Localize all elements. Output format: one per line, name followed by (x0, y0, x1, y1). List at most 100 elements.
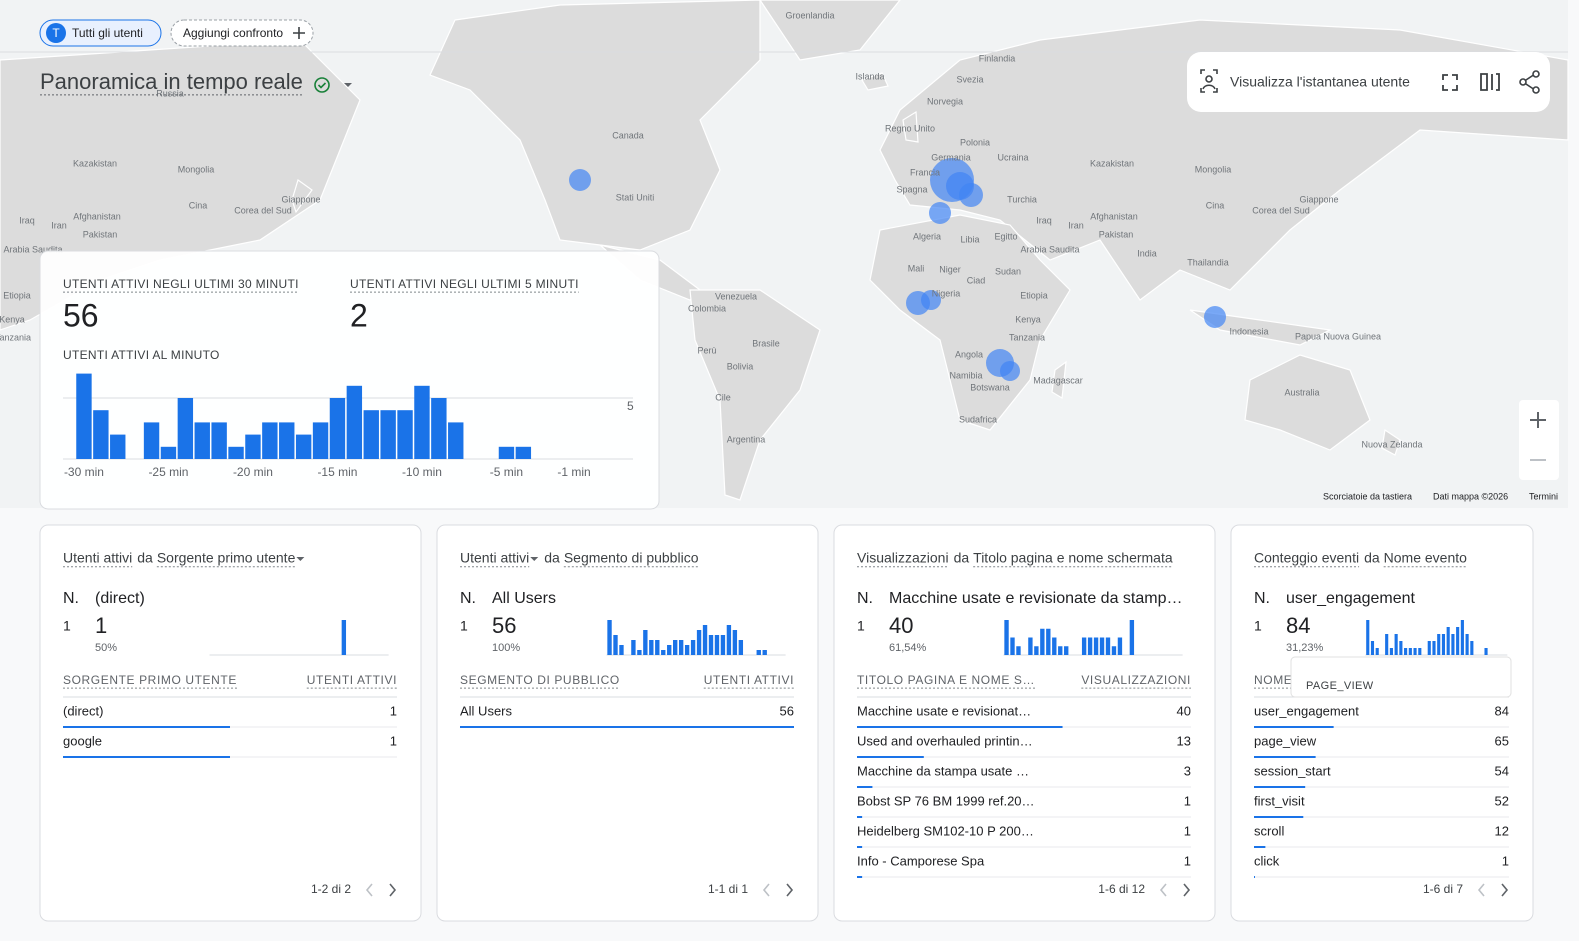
fullscreen-button[interactable] (1442, 74, 1458, 91)
row-value: 65 (1495, 733, 1509, 748)
snapshot-button[interactable]: Visualizza l'istantanea utente (1230, 74, 1410, 90)
title-dropdown[interactable] (344, 83, 352, 87)
map-label: Stati Uniti (616, 192, 655, 202)
column-header: VISUALIZZAZIONI (1081, 673, 1191, 687)
x-tick-label: -25 min (148, 465, 188, 479)
row-value: 40 (1177, 703, 1191, 718)
row-bar (63, 756, 230, 758)
card-title-connector: da (1364, 550, 1380, 566)
status-check (317, 82, 327, 89)
map-label: Sudafrica (959, 414, 997, 424)
zoom-in[interactable] (1530, 412, 1546, 428)
bar (714, 635, 720, 655)
bar (1058, 646, 1063, 655)
next-page[interactable] (786, 883, 794, 897)
top-rank: 1 (460, 618, 468, 634)
card-title-metric[interactable]: Conteggio eventi (1254, 550, 1359, 566)
next-page[interactable] (1501, 883, 1509, 897)
map-label: Polonia (960, 137, 990, 147)
dropdown-caret[interactable] (296, 557, 305, 561)
map-label: Mali (908, 263, 925, 273)
metric-label: UTENTI ATTIVI NEGLI ULTIMI 30 MINUTI (63, 277, 299, 291)
card-title-dimension[interactable]: Nome evento (1384, 550, 1467, 566)
bar (1375, 648, 1379, 655)
row-name: session_start (1254, 763, 1331, 778)
avatar (46, 23, 66, 43)
prev-page[interactable] (1159, 883, 1167, 897)
row-name: google (63, 733, 102, 748)
bar (228, 446, 244, 459)
map-label: Groenlandia (785, 10, 834, 20)
bar (1087, 637, 1093, 655)
bar (110, 434, 126, 459)
map-label: India (1137, 248, 1157, 258)
card-title-metric[interactable]: Utenti attivi (63, 550, 132, 566)
row-bar (857, 786, 873, 788)
row-value: 1 (1184, 823, 1191, 838)
bar (678, 640, 684, 655)
map-footer-link[interactable]: Dati mappa ©2026 (1433, 491, 1508, 501)
bar (1408, 648, 1412, 655)
bar (1404, 648, 1408, 655)
share-node (1532, 70, 1540, 78)
row-value: 1 (1502, 853, 1509, 868)
bar (1389, 648, 1393, 655)
row-value: 56 (780, 703, 794, 718)
card-title-metric[interactable]: Visualizzazioni (857, 550, 949, 566)
map-footer-link[interactable]: Scorciatoie da tastiera (1323, 491, 1412, 501)
metric-label: UTENTI ATTIVI NEGLI ULTIMI 5 MINUTI (350, 277, 579, 291)
prev-page[interactable] (1477, 883, 1485, 897)
map-label: Namibia (949, 370, 982, 380)
zoom-panel (1519, 400, 1559, 480)
compare-button[interactable] (1480, 73, 1500, 91)
bar (1129, 620, 1135, 655)
chip-label: Tutti gli utenti (72, 26, 143, 40)
card-title-dimension[interactable]: Segmento di pubblico (564, 550, 699, 566)
row-bar (857, 726, 1063, 728)
bar (194, 422, 210, 459)
row-value: 84 (1495, 703, 1509, 718)
next-page[interactable] (1183, 883, 1191, 897)
prev-page[interactable] (762, 883, 770, 897)
row-name: user_engagement (1254, 703, 1359, 718)
bar (431, 398, 447, 459)
segment-chip[interactable]: T Tutti gli utenti (39, 19, 162, 47)
column-header: UTENTI ATTIVI (704, 673, 794, 687)
bar (1028, 637, 1033, 655)
top-share: 31,23% (1286, 642, 1324, 654)
map-label: Finlandia (979, 53, 1016, 63)
map-label: Venezuela (715, 291, 757, 301)
map-label: Corea del Sud (1252, 205, 1310, 215)
bar (1394, 634, 1398, 655)
row-value: 52 (1495, 793, 1509, 808)
card-title-connector: da (137, 550, 153, 566)
row-bar (857, 816, 863, 818)
top-share: 100% (492, 642, 520, 654)
card-title-dimension[interactable]: Titolo pagina e nome schermata (973, 550, 1173, 566)
x-tick-label: -1 min (557, 465, 590, 479)
x-tick-label: -10 min (402, 465, 442, 479)
next-page[interactable] (389, 883, 397, 897)
bar (756, 650, 761, 655)
compare-chip[interactable]: Aggiungi confronto (170, 19, 314, 47)
bar (720, 635, 726, 655)
map-footer-link[interactable]: Termini (1529, 491, 1558, 501)
map-label: Canada (612, 130, 644, 140)
bar (637, 650, 642, 655)
card-title-dimension[interactable]: Sorgente primo utente (157, 550, 296, 566)
chip-background (39, 19, 162, 47)
row-value: 12 (1495, 823, 1509, 838)
card (833, 524, 1216, 922)
bar (1016, 646, 1021, 655)
bar (279, 422, 295, 459)
dropdown-caret[interactable] (530, 557, 539, 561)
bar (397, 410, 413, 459)
map-labels: Groenlandia Finlandia Islanda Svezia Norvegi… (0, 10, 1423, 449)
map-label: Spagna (896, 184, 927, 194)
map-label: Indonesia (1229, 326, 1268, 336)
prev-page[interactable] (365, 883, 373, 897)
map-label: Kazakistan (73, 158, 117, 168)
bar (515, 446, 532, 459)
card-title-metric[interactable]: Utenti attivi (460, 550, 529, 566)
top-name: (direct) (95, 590, 145, 607)
